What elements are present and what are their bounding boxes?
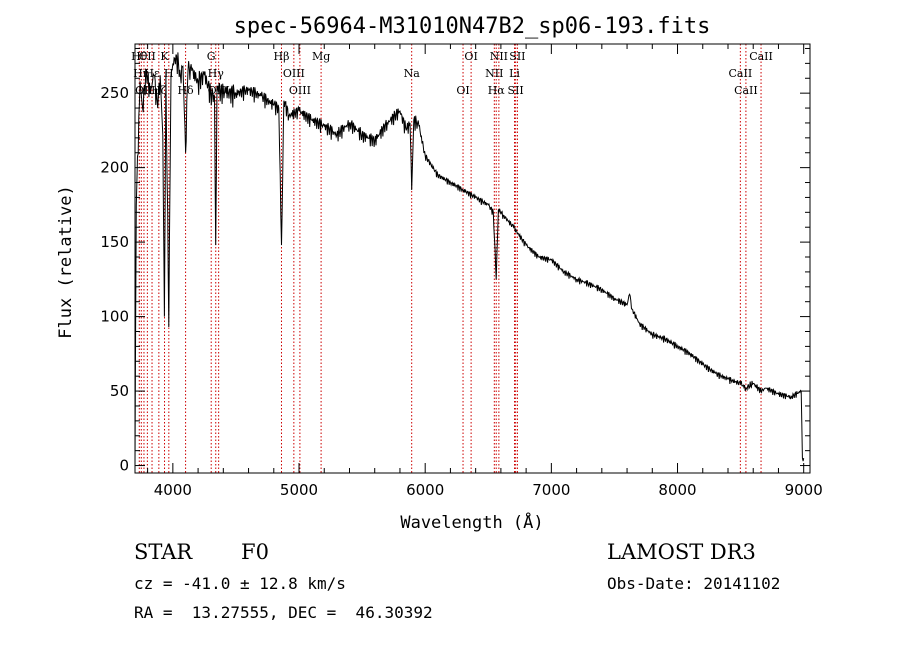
feature-label: H xyxy=(164,67,174,80)
feature-label: G xyxy=(207,50,216,63)
y-axis-label: Flux (relative) xyxy=(56,185,76,339)
y-tick-label: 0 xyxy=(119,457,129,475)
obs-date: Obs-Date: 20141102 xyxy=(607,574,781,593)
feature-label: CaII xyxy=(729,67,753,80)
survey-name: LAMOST DR3 xyxy=(607,540,756,564)
spectrum-series-line xyxy=(134,52,805,466)
x-axis-label: Wavelength (Å) xyxy=(400,511,543,533)
x-tick-label: 4000 xyxy=(154,481,192,499)
chart-title: spec-56964-M31010N47B2_sp06-193.fits xyxy=(234,14,711,39)
object-class: STAR xyxy=(134,540,193,564)
feature-label: NII xyxy=(490,50,508,63)
x-tick-label: 9000 xyxy=(785,481,823,499)
feature-label: Hβ xyxy=(274,50,290,63)
x-tick-label: 6000 xyxy=(406,481,444,499)
y-tick-label: 150 xyxy=(100,233,129,251)
feature-label: CaII xyxy=(749,50,773,63)
feature-label: Hδ xyxy=(177,84,194,97)
feature-label: Mg xyxy=(312,50,330,63)
redshift-value: cz = -41.0 ± 12.8 km/s xyxy=(134,574,346,593)
feature-label: NII xyxy=(485,67,503,80)
feature-label: Li xyxy=(509,67,520,80)
feature-label: OIII xyxy=(289,84,311,97)
feature-label: Hα xyxy=(488,84,506,97)
coordinates: RA = 13.27555, DEC = 46.30392 xyxy=(134,603,433,622)
feature-label: OIII xyxy=(283,67,305,80)
x-tick-label: 8000 xyxy=(658,481,696,499)
y-tick-label: 250 xyxy=(100,84,129,102)
y-tick-label: 50 xyxy=(110,382,129,400)
y-tick-label: 200 xyxy=(100,159,129,177)
x-tick-label: 5000 xyxy=(280,481,318,499)
feature-label: Na xyxy=(404,67,421,80)
plot-frame xyxy=(134,43,811,474)
x-tick-label: 7000 xyxy=(532,481,570,499)
feature-label: Hγ xyxy=(208,67,225,80)
feature-label: CII xyxy=(139,50,156,63)
feature-label: CaII xyxy=(734,84,758,97)
feature-label: OI xyxy=(464,50,477,63)
feature-label: SII xyxy=(509,50,525,63)
object-subclass: F0 xyxy=(241,540,269,564)
y-tick-label: 100 xyxy=(100,308,129,326)
feature-label: OI xyxy=(456,84,469,97)
feature-label: SII xyxy=(508,84,524,97)
feature-label: K xyxy=(160,50,169,63)
